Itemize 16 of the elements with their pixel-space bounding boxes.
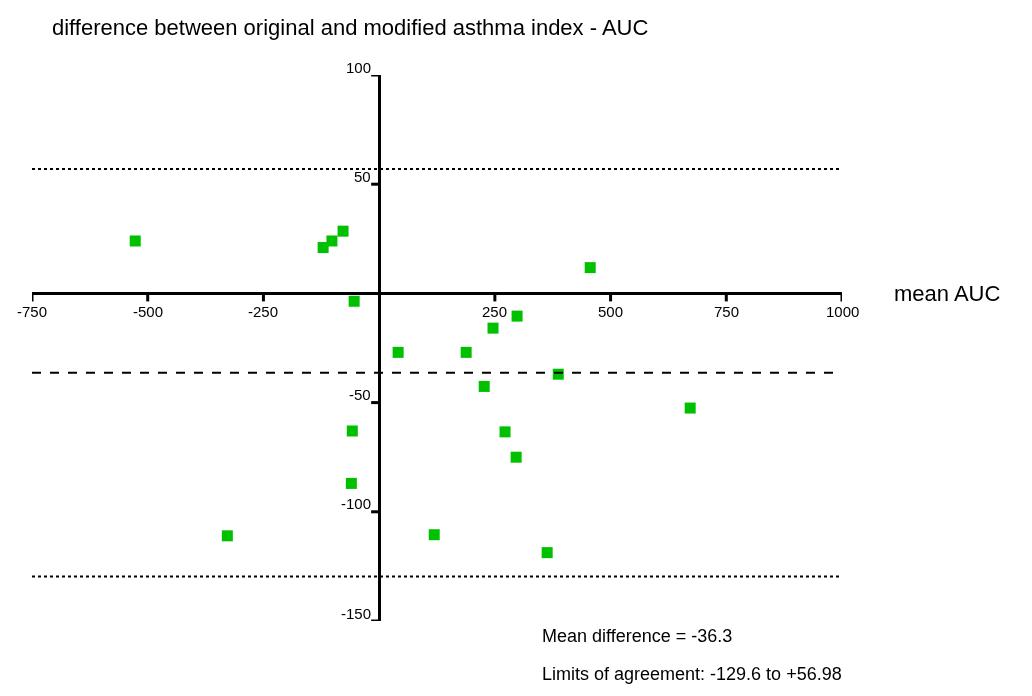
y-tick-label: 100 xyxy=(346,59,372,76)
x-tick-label: 1000 xyxy=(826,303,860,320)
x-axis-title: mean AUC xyxy=(894,281,1001,306)
x-tick-label: -750 xyxy=(17,303,48,320)
x-tick-label: -500 xyxy=(133,303,164,320)
x-tick-label: 500 xyxy=(598,303,624,320)
text: Limits of agreement: -129.6 to +56.98 xyxy=(542,664,842,684)
x-tick-label: 250 xyxy=(482,303,508,320)
x-tick-label: 750 xyxy=(714,303,740,320)
x-tick-label: -250 xyxy=(248,303,279,320)
y-tick-label: 50 xyxy=(354,168,371,185)
chart-title: difference between original and modified asthma index - AUC xyxy=(52,15,649,41)
y-tick-label: -50 xyxy=(349,386,371,403)
y-tick-label: -150 xyxy=(341,605,372,622)
y-tick-label: -100 xyxy=(341,495,372,512)
text: Mean difference = -36.3 xyxy=(542,626,733,646)
